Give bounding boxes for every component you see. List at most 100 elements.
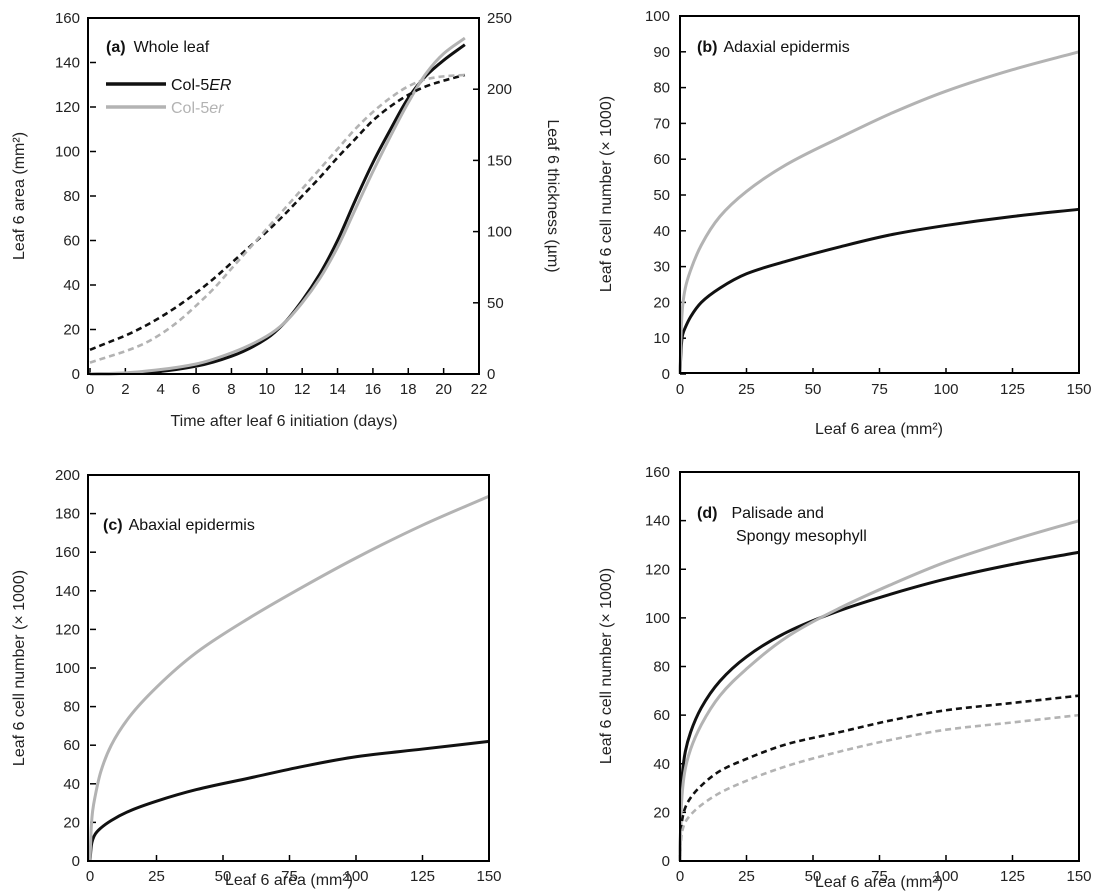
legend-label-col5ER: Col-5ER (171, 77, 232, 94)
panel-b-x-tick-label-5: 125 (1000, 381, 1025, 398)
panel-d-mesophyll: 0 25 50 75 100 125 150 0 20 40 60 80 100 120 140 160 (d… (598, 464, 1092, 891)
panel-c-x-tick-label-5: 125 (410, 868, 435, 885)
panel-c-x-tick-label-6: 150 (476, 868, 501, 885)
panel-b-y-tick-label-7: 70 (653, 115, 670, 132)
panel-a-y-right-tick-label-0: 0 (487, 366, 495, 383)
panel-d-x-axis-label: Leaf 6 area (mm²) (815, 874, 943, 891)
panel-a-x-tick-label-8: 16 (365, 381, 382, 398)
panel-a-y-right-tick-label-2: 100 (487, 224, 512, 241)
panel-c-title: Abaxial epidermis (129, 517, 255, 534)
legend: Col-5ER Col-5er (106, 77, 232, 117)
panel-b-label: (b) (697, 39, 717, 56)
panel-a-x-tick-label-3: 6 (192, 381, 200, 398)
panel-a-whole-leaf: 0 2 4 6 8 10 12 14 16 18 20 22020406080100120140160… (11, 10, 561, 430)
panel-a-x-tick-label-10: 20 (435, 381, 452, 398)
panel-d-x-tick-label-0: 0 (676, 868, 684, 885)
panel-d-x-tick-label-1: 25 (738, 868, 755, 885)
svg-text:(d)Palisade and: (d) Palisade and (697, 505, 824, 522)
panel-b-x-tick-label-6: 150 (1066, 381, 1091, 398)
panel-a-x-tick-label-5: 10 (258, 381, 275, 398)
panel-a-x-tick-label-1: 2 (121, 381, 129, 398)
panel-d-series-2-line (678, 694, 1080, 862)
panel-d-y-tick-label-2: 40 (653, 756, 670, 773)
panel-a-x-tick-label-6: 12 (294, 381, 311, 398)
panel-d-y-tick-label-5: 100 (645, 610, 670, 627)
panel-a-x-tick-label-9: 18 (400, 381, 417, 398)
panel-d-x-tick-label-4: 100 (933, 868, 958, 885)
panel-b-x-tick-label-3: 75 (871, 381, 888, 398)
panel-b-x-tick-label-2: 50 (805, 381, 822, 398)
panel-d-y-tick-label-3: 60 (653, 707, 670, 724)
panel-a-y-tick-label-1: 20 (63, 322, 80, 339)
panel-a-plot-frame (87, 17, 480, 375)
panel-a-x-tick-label-11: 22 (471, 381, 488, 398)
panel-d-series-0-line (678, 550, 1080, 862)
panel-a-x-tick-label-2: 4 (157, 381, 165, 398)
panel-b-y-tick-label-9: 90 (653, 44, 670, 61)
panel-c-y-tick-label-0: 0 (72, 853, 80, 870)
panel-a-y-right-tick-label-5: 250 (487, 10, 512, 27)
panel-a-y-axis-right-label: Leaf 6 thickness (µm) (544, 119, 561, 272)
panel-d-y-tick-label-4: 80 (653, 659, 670, 676)
legend-label-col5er: Col-5er (171, 100, 224, 117)
panel-c-y-tick-label-8: 160 (55, 544, 80, 561)
panel-d-y-tick-label-0: 0 (662, 853, 670, 870)
panel-a-y-right-tick-label-1: 50 (487, 295, 504, 312)
panel-a-x-tick-label-4: 8 (227, 381, 235, 398)
panel-d-y-tick-label-6: 120 (645, 561, 670, 578)
panel-d-plot-frame (679, 471, 1080, 862)
panel-d-y-tick-label-1: 20 (653, 804, 670, 821)
panel-a-y-tick-label-6: 120 (55, 99, 80, 116)
panel-c-x-tick-label-4: 100 (343, 868, 368, 885)
svg-text:(a)Whole leaf: (a) Whole leaf (106, 39, 210, 56)
panel-a-x-tick-label-7: 14 (329, 381, 346, 398)
panel-a-y-tick-label-8: 160 (55, 10, 80, 27)
panel-c-x-tick-label-0: 0 (86, 868, 94, 885)
panel-b-y-tick-label-2: 20 (653, 294, 670, 311)
panel-a-series-3-line (89, 73, 465, 364)
panel-d-x-tick-label-2: 50 (805, 868, 822, 885)
panel-a-y-tick-label-3: 60 (63, 233, 80, 250)
panel-b-y-tick-label-1: 10 (653, 330, 670, 347)
panel-d-x-tick-label-6: 150 (1066, 868, 1091, 885)
panel-c-series-1-line (88, 494, 490, 862)
panel-d-y-tick-label-7: 140 (645, 513, 670, 530)
panel-b-adaxial-epidermis: 0 25 50 75 100 125 150 0 10 20 30 40 50 60 70 80 90 100 (… (598, 8, 1092, 438)
panel-d-label: (d) (697, 505, 717, 522)
panel-d-x-tick-label-5: 125 (1000, 868, 1025, 885)
panel-b-y-tick-label-4: 40 (653, 223, 670, 240)
panel-d-x-tick-label-3: 75 (871, 868, 888, 885)
panel-a-y-tick-label-2: 40 (63, 277, 80, 294)
panel-b-series-1-line (678, 50, 1080, 375)
panel-b-x-tick-label-1: 25 (738, 381, 755, 398)
panel-a-y-tick-label-0: 0 (72, 366, 80, 383)
panel-c-series-0-line (88, 739, 490, 862)
panel-b-y-tick-label-8: 80 (653, 80, 670, 97)
panel-c-y-tick-label-2: 40 (63, 776, 80, 793)
panel-a-x-axis-label: Time after leaf 6 initiation (days) (170, 413, 397, 430)
panel-d-series-1-line (678, 519, 1080, 862)
panel-c-label: (c) (103, 517, 123, 534)
panel-b-x-axis-label: Leaf 6 area (mm²) (815, 421, 943, 438)
panel-c-y-tick-label-5: 100 (55, 660, 80, 677)
panel-d-title-line2: Spongy mesophyll (736, 528, 867, 545)
panel-b-y-tick-label-5: 50 (653, 187, 670, 204)
panel-b-y-tick-label-0: 0 (662, 366, 670, 383)
svg-text:(b)Adaxial epidermis: (b) Adaxial epidermis (697, 39, 850, 56)
panel-a-series-1-line (89, 36, 466, 376)
panel-c-y-tick-label-10: 200 (55, 467, 80, 484)
panel-a-y-tick-label-4: 80 (63, 188, 80, 205)
panel-b-series-0-line (678, 207, 1080, 375)
panel-a-label: (a) (106, 39, 126, 56)
panel-c-x-axis-label: Leaf 6 area (mm²) (225, 872, 353, 889)
panel-a-y-tick-label-7: 140 (55, 55, 80, 72)
panel-b-title: Adaxial epidermis (723, 39, 849, 56)
panel-d-title: Palisade and (731, 505, 824, 522)
panel-a-y-right-tick-label-3: 150 (487, 152, 512, 169)
panel-a-x-tick-label-0: 0 (86, 381, 94, 398)
panel-b-y-axis-label: Leaf 6 cell number (× 1000) (598, 96, 615, 292)
panel-b-x-tick-label-0: 0 (676, 381, 684, 398)
panel-d-series-3-line (678, 713, 1080, 862)
panel-c-x-tick-label-3: 75 (281, 868, 298, 885)
